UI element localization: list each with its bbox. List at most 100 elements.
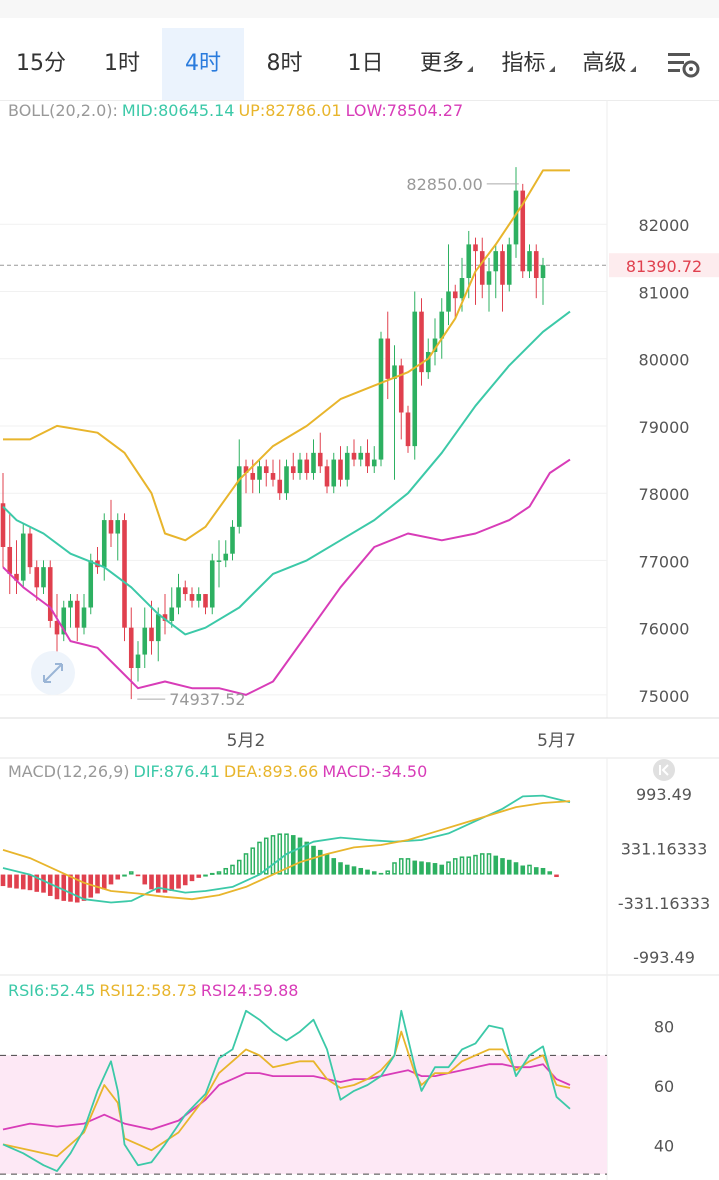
macd-tick-label: 331.16333 bbox=[621, 839, 708, 858]
macd-bar bbox=[378, 872, 384, 875]
macd-bar bbox=[243, 853, 249, 875]
candle bbox=[351, 452, 357, 460]
macd-bar bbox=[14, 874, 19, 889]
macd-bar bbox=[412, 860, 418, 875]
macd-legend: MACD(12,26,9) bbox=[8, 762, 130, 781]
boll-upper-line bbox=[3, 169, 570, 542]
boll-lower-line bbox=[2, 458, 571, 696]
tab-label: 4时 bbox=[185, 51, 221, 76]
candle bbox=[128, 627, 134, 669]
macd-bar bbox=[41, 874, 46, 893]
tab-5[interactable]: 1日 bbox=[325, 28, 406, 100]
rsi-legend: RSI6:52.45 bbox=[8, 981, 95, 1000]
candle bbox=[122, 520, 127, 628]
macd-dif-line bbox=[2, 794, 571, 904]
tab-2[interactable]: 1时 bbox=[82, 28, 162, 100]
macd-bar bbox=[290, 835, 296, 875]
candle bbox=[284, 466, 289, 494]
candle bbox=[216, 560, 222, 562]
macd-legend: DEA:893.66 bbox=[224, 762, 318, 781]
tab-3[interactable]: 4时 bbox=[162, 28, 244, 100]
tab-1[interactable]: 15分 bbox=[0, 28, 82, 100]
macd-bar bbox=[0, 874, 6, 887]
macd-bar bbox=[176, 874, 181, 889]
macd-bar bbox=[331, 858, 337, 875]
macd-bar bbox=[155, 874, 161, 893]
macd-bar bbox=[216, 871, 222, 875]
macd-bar bbox=[371, 871, 377, 875]
price-tick-label: 78000 bbox=[639, 485, 690, 504]
candle bbox=[378, 338, 384, 460]
tab-7[interactable]: 指标 bbox=[487, 28, 569, 100]
candle bbox=[392, 365, 397, 379]
rsi-band bbox=[0, 1055, 607, 1175]
date-tick-label: 5月2 bbox=[227, 731, 266, 751]
chart-settings-icon[interactable] bbox=[666, 50, 702, 80]
tab-label: 1日 bbox=[347, 51, 384, 76]
macd-bar bbox=[209, 872, 215, 875]
rsi-legend: RSI24:59.88 bbox=[201, 981, 299, 1000]
tab-label: 指标 bbox=[501, 51, 546, 76]
macd-tick-label: 993.49 bbox=[636, 785, 692, 804]
macd-bar bbox=[162, 874, 168, 893]
candle bbox=[513, 190, 519, 245]
price-tick-label: 80000 bbox=[639, 351, 690, 370]
macd-bar bbox=[169, 874, 175, 891]
tab-6[interactable]: 更多 bbox=[406, 28, 487, 100]
macd-bar bbox=[540, 867, 546, 875]
candle bbox=[385, 338, 391, 379]
macd-bar bbox=[108, 874, 114, 885]
macd-bar bbox=[257, 841, 262, 875]
macd-bar bbox=[263, 837, 269, 875]
macd-bar bbox=[311, 845, 316, 875]
macd-bar bbox=[20, 874, 26, 890]
price-tick-label: 75000 bbox=[639, 687, 690, 706]
candle bbox=[473, 244, 478, 252]
macd-bar bbox=[88, 874, 94, 898]
candle bbox=[0, 503, 6, 547]
candle bbox=[74, 600, 80, 628]
candle bbox=[115, 520, 121, 534]
candle bbox=[68, 600, 73, 608]
macd-bar bbox=[142, 874, 148, 885]
macd-bar bbox=[223, 867, 229, 875]
candle bbox=[371, 459, 377, 467]
tab-label: 更多 bbox=[419, 51, 464, 76]
candle bbox=[47, 567, 53, 621]
macd-tick-label: -993.49 bbox=[633, 948, 695, 967]
boll-legend: UP:82786.01 bbox=[238, 101, 341, 120]
macd-bar bbox=[459, 856, 465, 875]
macd-bar bbox=[520, 865, 526, 875]
macd-bar bbox=[95, 874, 100, 894]
candle bbox=[263, 466, 269, 474]
candle bbox=[290, 466, 296, 474]
macd-bar bbox=[398, 858, 404, 875]
tab-label: 8时 bbox=[266, 51, 303, 76]
macd-bar bbox=[486, 853, 492, 875]
rsi12-line bbox=[2, 1030, 571, 1158]
candle bbox=[358, 452, 364, 460]
tab-label: 1时 bbox=[104, 51, 140, 76]
tab-8[interactable]: 高级 bbox=[569, 28, 649, 100]
candle bbox=[527, 251, 532, 272]
candle bbox=[182, 587, 188, 595]
macd-bar bbox=[317, 849, 323, 875]
candle bbox=[466, 244, 472, 279]
macd-bar bbox=[47, 874, 53, 896]
candle bbox=[452, 291, 458, 299]
macd-bar bbox=[149, 874, 154, 890]
macd-bar bbox=[122, 874, 127, 877]
tab-4[interactable]: 8时 bbox=[244, 28, 325, 100]
macd-bar bbox=[230, 864, 235, 875]
dropdown-triangle-icon bbox=[548, 66, 555, 72]
candle bbox=[196, 594, 202, 601]
macd-bar bbox=[61, 874, 67, 901]
candle bbox=[34, 567, 40, 588]
collapse-icon[interactable] bbox=[653, 759, 675, 781]
macd-dea-line bbox=[2, 800, 571, 901]
boll-mid-line bbox=[2, 310, 571, 636]
expand-arrows-icon[interactable] bbox=[31, 651, 75, 695]
candle bbox=[338, 459, 343, 480]
candle bbox=[405, 412, 411, 447]
